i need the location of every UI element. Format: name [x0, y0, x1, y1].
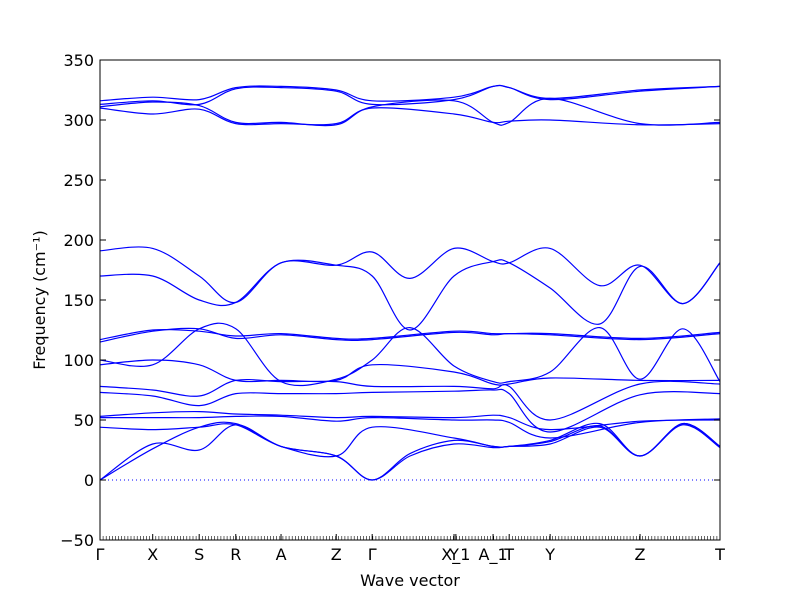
y-tick-label: 100: [63, 351, 94, 370]
band-line-6: [100, 259, 720, 331]
y-tick-label: 0: [84, 471, 94, 490]
x-tick-label: S: [194, 545, 204, 564]
band-line-10: [100, 359, 720, 386]
band-line-5: [100, 246, 720, 305]
y-axis-label: Frequency (cm⁻¹): [30, 230, 49, 369]
band-line-1: [100, 84, 720, 102]
series-layer: [100, 84, 720, 481]
x-tick-label: A: [276, 545, 287, 564]
x-tick-label: Γ: [368, 545, 377, 564]
x-tick-label: T: [714, 545, 725, 564]
y-axis: −50 0 50 100 150 200 250 300 350: [60, 51, 720, 550]
x-tick-label: Γ: [96, 545, 105, 564]
y-tick-label: 50: [74, 411, 94, 430]
band-line-7: [100, 328, 720, 341]
x-axis: Γ X S R A Z Γ YX_1 A_1T Y Z T: [96, 534, 725, 565]
band-line-16: [100, 422, 720, 481]
plot-frame: [99, 59, 721, 541]
x-tick-label: X_1: [441, 545, 470, 565]
x-tick-label: Z: [331, 545, 342, 564]
y-tick-label: 200: [63, 231, 94, 250]
x-tick-label: R: [230, 545, 241, 564]
x-tick-label: Y: [544, 545, 555, 564]
x-tick-label: Z: [635, 545, 646, 564]
band-line-3: [100, 97, 720, 127]
y-tick-label: 350: [63, 51, 94, 70]
x-tick-label: T: [503, 545, 514, 564]
band-line-12: [100, 388, 720, 433]
band-line-17: [100, 421, 720, 481]
y-tick-label: 250: [63, 171, 94, 190]
band-line-13: [100, 410, 720, 431]
band-line-4: [100, 107, 720, 126]
x-tick-label: X: [147, 545, 158, 564]
band-line-15: [100, 422, 720, 458]
y-tick-label: 300: [63, 111, 94, 130]
x-axis-label: Wave vector: [360, 571, 460, 590]
x-tick-label: Y: [448, 545, 459, 564]
y-tick-label: −50: [60, 531, 94, 550]
band-line-11: [100, 378, 720, 421]
y-tick-label: 150: [63, 291, 94, 310]
band-line-9: [100, 322, 720, 387]
x-tick-label: A_1: [479, 545, 508, 565]
